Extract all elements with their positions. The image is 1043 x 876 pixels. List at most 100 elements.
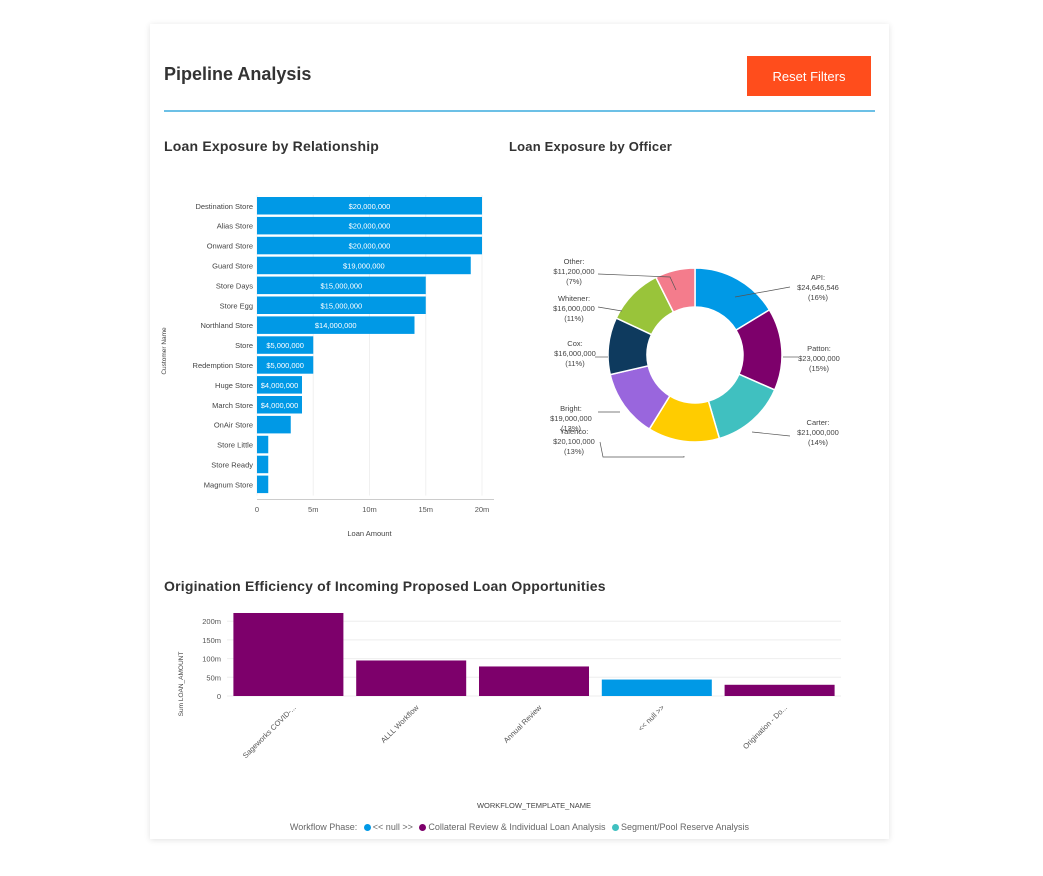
x-axis-title: Loan Amount xyxy=(347,529,392,538)
category-label: March Store xyxy=(212,401,253,410)
x-tick-label: << null >> xyxy=(636,703,666,733)
reset-filters-button[interactable]: Reset Filters xyxy=(747,56,871,96)
bar xyxy=(257,216,482,235)
slice-label-pct: (13%) xyxy=(561,424,582,433)
bar xyxy=(257,475,269,494)
x-tick-label: 15m xyxy=(418,505,433,514)
leader-line xyxy=(597,306,623,312)
leader-line xyxy=(734,286,791,298)
category-label: Northland Store xyxy=(200,321,253,330)
slice-label-amount: $19,000,000 xyxy=(550,414,592,423)
bar xyxy=(724,684,835,696)
category-label: Store Ready xyxy=(211,460,253,469)
legend-title: Workflow Phase: xyxy=(289,822,358,832)
category-label: Store Days xyxy=(216,281,253,290)
bar xyxy=(257,435,269,454)
category-label: Huge Store xyxy=(215,381,253,390)
slice-label-pct: (11%) xyxy=(564,314,584,323)
x-axis-title: WORKFLOW_TEMPLATE_NAME xyxy=(477,801,591,810)
bar-value-label: $5,000,000 xyxy=(266,361,304,370)
x-tick-label: Sageworks COVID-... xyxy=(241,703,298,760)
origination-chart-title: Origination Efficiency of Incoming Propo… xyxy=(164,578,606,594)
relationship-chart-title: Loan Exposure by Relationship xyxy=(164,138,380,154)
bar xyxy=(257,256,471,275)
category-label: Magnum Store xyxy=(204,480,253,489)
leader-line xyxy=(597,273,677,291)
category-label: Store xyxy=(235,341,253,350)
bar-value-label: $15,000,000 xyxy=(321,301,363,310)
dashboard-card: Pipeline Analysis Reset Filters Loan Exp… xyxy=(150,24,889,839)
category-label: Destination Store xyxy=(195,202,253,211)
category-label: Onward Store xyxy=(207,242,253,251)
y-axis-title: Customer Name xyxy=(161,327,168,375)
slice-label-pct: (7%) xyxy=(566,277,582,286)
officer-donut-chart: API:$24,646,546(16%)Patton:$23,000,000(1… xyxy=(550,257,840,458)
slice-label-name: Other: xyxy=(564,257,585,266)
slice-label-amount: $21,000,000 xyxy=(797,428,839,437)
category-label: Alias Store xyxy=(217,222,253,231)
x-tick-label: Origination - Do... xyxy=(741,703,789,751)
category-label: Store Little xyxy=(217,441,253,450)
leader-line xyxy=(751,431,791,437)
slice-label-name: Cox: xyxy=(567,339,582,348)
legend-item-collateral[interactable]: Collateral Review & Individual Loan Anal… xyxy=(415,822,605,832)
legend-dot-collateral xyxy=(419,824,427,832)
x-tick-label: 5m xyxy=(308,505,318,514)
bar-value-label: $4,000,000 xyxy=(261,401,299,410)
x-tick-label: 20m xyxy=(475,505,490,514)
bar xyxy=(601,679,712,696)
legend-dot-null xyxy=(363,824,371,832)
category-label: OnAir Store xyxy=(214,421,253,430)
bar xyxy=(257,376,302,394)
bar-value-label: $20,000,000 xyxy=(349,222,391,231)
leader-line xyxy=(599,441,685,458)
slice-label-pct: (11%) xyxy=(565,359,585,368)
category-label: Store Egg xyxy=(220,301,253,310)
slice-label-pct: (14%) xyxy=(808,438,829,447)
bar xyxy=(257,415,291,434)
bar xyxy=(257,356,314,374)
y-axis-title: Sum LOAN_AMOUNT xyxy=(178,652,185,717)
category-label: Redemption Store xyxy=(193,361,253,370)
legend-item-segment[interactable]: Segment/Pool Reserve Analysis xyxy=(608,822,749,832)
slice-label-amount: $16,000,000 xyxy=(553,304,595,313)
x-tick-label: 0 xyxy=(255,505,259,514)
bar xyxy=(356,660,467,696)
bar-value-label: $20,000,000 xyxy=(349,242,391,251)
bar xyxy=(257,296,426,314)
bar xyxy=(257,276,426,295)
slice-label-pct: (15%) xyxy=(809,364,830,373)
bar-value-label: $19,000,000 xyxy=(343,261,385,270)
y-tick-label: 150m xyxy=(202,636,221,645)
bar xyxy=(257,455,269,474)
workflow-phase-legend: Workflow Phase: << null >> Collateral Re… xyxy=(150,822,889,832)
slice-label-amount: $20,100,000 xyxy=(553,437,595,446)
slice-label-amount: $11,200,000 xyxy=(553,267,594,276)
bar xyxy=(257,336,314,354)
legend-item-null[interactable]: << null >> xyxy=(360,822,413,832)
bar-value-label: $5,000,000 xyxy=(266,341,304,350)
slice-label-name: Whitener: xyxy=(558,294,590,303)
y-tick-label: 50m xyxy=(206,673,221,682)
slice-label-amount: $24,646,546 xyxy=(797,283,839,292)
x-tick-label: ALLL Workflow xyxy=(379,703,421,745)
bar-value-label: $14,000,000 xyxy=(315,321,357,330)
slice-label-pct: (13%) xyxy=(564,447,585,456)
bar xyxy=(257,316,415,334)
donut-slice xyxy=(654,267,696,314)
y-tick-label: 100m xyxy=(202,655,221,664)
bar-value-label: $15,000,000 xyxy=(321,281,363,290)
slice-label-name: Carter: xyxy=(807,418,830,427)
slice-label-name: Yalenco: xyxy=(560,427,589,436)
slice-label-amount: $16,000,000 xyxy=(554,349,596,358)
bar xyxy=(479,666,589,696)
officer-chart-title: Loan Exposure by Officer xyxy=(509,139,673,154)
slice-label-amount: $23,000,000 xyxy=(798,354,840,363)
header-divider xyxy=(164,110,875,112)
category-label: Guard Store xyxy=(212,261,253,270)
slice-label-name: API: xyxy=(811,273,825,282)
slice-label-name: Bright: xyxy=(560,404,582,413)
legend-dot-segment xyxy=(611,824,619,832)
x-tick-label: Annual Review xyxy=(502,703,544,745)
page-title: Pipeline Analysis xyxy=(164,64,312,84)
